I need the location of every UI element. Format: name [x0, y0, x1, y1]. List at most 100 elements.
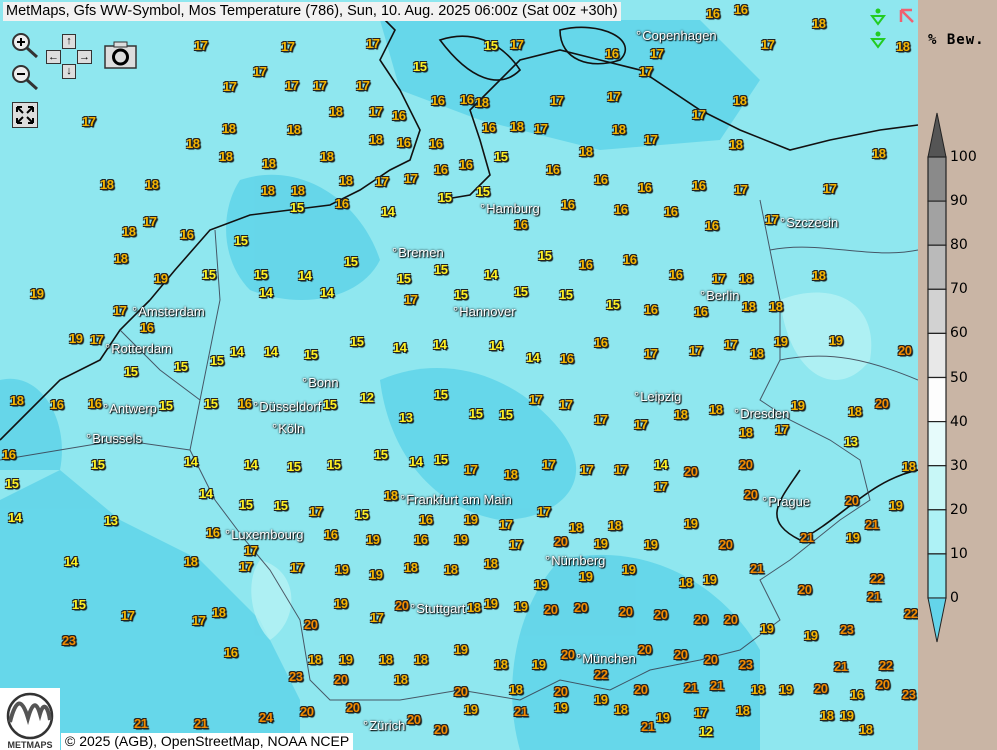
temperature-label: 17 [404, 171, 418, 186]
camera-icon[interactable] [104, 40, 138, 75]
temperature-label: 16 [638, 180, 652, 195]
temperature-label: 18 [769, 299, 783, 314]
temperature-label: 17 [639, 64, 653, 79]
temperature-label: 17 [290, 560, 304, 575]
temperature-label: 15 [559, 287, 573, 302]
temperature-label: 19 [454, 532, 468, 547]
temperature-label: 22 [594, 667, 608, 682]
pan-down-button[interactable]: ↓ [62, 64, 76, 79]
temperature-label: 19 [454, 642, 468, 657]
temperature-label: 15 [210, 353, 224, 368]
temperature-label: 17 [285, 78, 299, 93]
temperature-label: 20 [434, 722, 448, 737]
temperature-label: 14 [230, 344, 244, 359]
temperature-label: 19 [791, 398, 805, 413]
temperature-label: 18 [100, 177, 114, 192]
temperature-label: 20 [395, 598, 409, 613]
pan-up-button[interactable]: ↑ [62, 34, 76, 49]
temperature-label: 18 [219, 149, 233, 164]
temperature-label: 19 [774, 334, 788, 349]
temperature-label: 17 [499, 517, 513, 532]
temperature-label: 14 [244, 457, 258, 472]
temperature-label: 19 [889, 498, 903, 513]
rain-symbol-icon[interactable] [870, 31, 886, 54]
pan-right-button[interactable]: → [77, 50, 92, 64]
temperature-label: 14 [8, 510, 22, 525]
temperature-label: 20 [346, 700, 360, 715]
temperature-label: 16 [460, 92, 474, 107]
temperature-label: 18 [394, 672, 408, 687]
temperature-label: 20 [719, 537, 733, 552]
temperature-label: 20 [454, 684, 468, 699]
temperature-label: 15 [434, 452, 448, 467]
temperature-label: 16 [224, 645, 238, 660]
zoom-in-icon[interactable] [10, 32, 40, 63]
temperature-label: 19 [334, 596, 348, 611]
temperature-label: 19 [464, 702, 478, 717]
temperature-label: 16 [431, 93, 445, 108]
temperature-label: 16 [623, 252, 637, 267]
pan-left-button[interactable]: ← [46, 50, 61, 64]
temperature-label: 21 [641, 719, 655, 734]
temperature-label: 19 [369, 567, 383, 582]
temperature-label: 16 [669, 267, 683, 282]
temperature-label: 20 [300, 704, 314, 719]
temperature-label: 17 [510, 37, 524, 52]
temperature-label: 15 [438, 190, 452, 205]
legend-bottom-triangle [927, 597, 947, 643]
city-label: Prague [762, 494, 810, 509]
temperature-label: 16 [561, 197, 575, 212]
temperature-label: 14 [393, 340, 407, 355]
rain-symbol-icon[interactable] [870, 8, 886, 31]
temperature-label: 18 [733, 93, 747, 108]
temperature-label: 19 [514, 599, 528, 614]
temperature-label: 17 [404, 292, 418, 307]
temperature-label: 21 [834, 659, 848, 674]
temperature-label: 20 [704, 652, 718, 667]
temperature-label: 17 [542, 457, 556, 472]
temperature-label: 16 [335, 196, 349, 211]
temperature-label: 18 [742, 299, 756, 314]
temperature-label: 14 [64, 554, 78, 569]
legend-tick-label: 90 [950, 193, 968, 210]
temperature-label: 17 [529, 392, 543, 407]
temperature-label: 21 [134, 716, 148, 731]
temperature-label: 15 [434, 262, 448, 277]
legend-colorbar [927, 112, 947, 643]
temperature-label: 21 [800, 530, 814, 545]
city-label: Düsseldorf [253, 399, 321, 414]
temperature-label: 19 [760, 621, 774, 636]
temperature-label: 17 [550, 93, 564, 108]
temperature-label: 15 [355, 507, 369, 522]
temperature-label: 19 [534, 577, 548, 592]
temperature-label: 14 [654, 457, 668, 472]
temperature-label: 17 [366, 36, 380, 51]
temperature-label: 20 [724, 612, 738, 627]
city-label: Köln [272, 421, 304, 436]
temperature-label: 16 [2, 447, 16, 462]
temperature-label: 14 [298, 268, 312, 283]
copyright: © 2025 (AGB), OpenStreetMap, NOAA NCEP [61, 733, 354, 750]
temperature-label: 15 [606, 297, 620, 312]
temperature-label: 20 [845, 493, 859, 508]
fullscreen-icon[interactable] [12, 102, 39, 134]
temperature-label: 18 [736, 703, 750, 718]
temperature-label: 18 [339, 173, 353, 188]
temperature-label: 17 [644, 132, 658, 147]
arrow-icon[interactable] [899, 8, 915, 29]
temperature-label: 15 [499, 407, 513, 422]
temperature-label: 16 [392, 108, 406, 123]
temperature-label: 19 [339, 652, 353, 667]
temperature-label: 16 [664, 204, 678, 219]
temperature-label: 19 [484, 596, 498, 611]
weather-map[interactable]: MetMaps, Gfs WW-Symbol, Mos Temperature … [0, 0, 918, 750]
temperature-label: 15 [454, 287, 468, 302]
temperature-label: 18 [902, 459, 916, 474]
temperature-label: 15 [350, 334, 364, 349]
temperature-label: 15 [5, 476, 19, 491]
temperature-label: 16 [324, 527, 338, 542]
temperature-label: 20 [739, 457, 753, 472]
zoom-out-icon[interactable] [10, 64, 40, 95]
temperature-label: 18 [384, 488, 398, 503]
temperature-label: 16 [514, 217, 528, 232]
